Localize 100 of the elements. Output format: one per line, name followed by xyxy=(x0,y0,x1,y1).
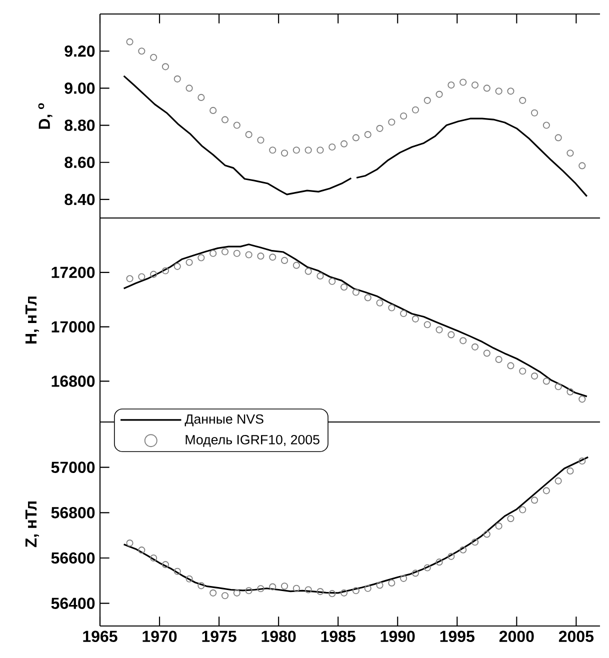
point xyxy=(198,582,205,590)
point xyxy=(448,552,455,560)
point xyxy=(483,530,490,538)
point xyxy=(174,75,181,82)
point xyxy=(269,583,276,590)
point xyxy=(412,570,420,577)
x-tick-label: 2000 xyxy=(499,630,534,642)
point xyxy=(257,136,264,144)
point xyxy=(221,116,229,124)
point xyxy=(186,84,193,92)
point xyxy=(400,310,408,318)
point xyxy=(162,63,170,70)
point xyxy=(578,162,586,170)
point xyxy=(388,579,396,586)
point xyxy=(245,587,252,594)
point xyxy=(388,118,396,126)
point xyxy=(126,38,134,46)
y-tick-label: 8.40 xyxy=(64,194,95,206)
y-tick-label: 56600 xyxy=(51,552,95,564)
point xyxy=(483,350,490,357)
point xyxy=(210,589,217,596)
point xyxy=(138,273,146,280)
y-tick-label: 9.00 xyxy=(64,82,95,94)
x-tick-label: 1985 xyxy=(321,630,356,642)
x-tick-label: 1995 xyxy=(440,630,474,642)
point xyxy=(186,575,193,582)
point xyxy=(507,515,514,522)
y-tick-label: 57000 xyxy=(51,462,95,473)
point xyxy=(519,368,526,375)
y-tick-label: 56400 xyxy=(51,598,95,609)
point xyxy=(495,522,502,530)
point xyxy=(448,82,455,89)
point xyxy=(174,568,181,575)
point xyxy=(460,337,467,344)
point xyxy=(150,54,158,61)
point xyxy=(304,146,312,154)
x-tick-label: 1965 xyxy=(83,630,118,642)
y-axis-title: Z, нТл xyxy=(26,501,39,548)
point xyxy=(400,112,408,120)
point xyxy=(376,299,384,306)
point xyxy=(138,546,146,554)
x-tick-label: 1970 xyxy=(142,630,177,642)
point xyxy=(162,267,170,274)
point xyxy=(364,294,372,302)
point xyxy=(448,331,455,338)
x-tick-label: 2005 xyxy=(558,630,594,642)
point xyxy=(292,146,300,154)
point xyxy=(304,586,312,594)
point xyxy=(221,248,229,256)
point xyxy=(412,106,420,114)
x-tick-label: 1975 xyxy=(202,630,236,642)
point xyxy=(554,134,562,142)
y-axis-title: H, нТл xyxy=(26,296,39,344)
point xyxy=(245,251,252,258)
point xyxy=(352,134,360,142)
point xyxy=(578,396,586,403)
point xyxy=(400,574,408,582)
point xyxy=(530,496,538,504)
point xyxy=(292,262,300,269)
y-tick-label: 17000 xyxy=(52,321,95,332)
point xyxy=(519,506,526,514)
point xyxy=(542,487,550,494)
point xyxy=(210,250,217,257)
point xyxy=(328,590,336,598)
point xyxy=(257,585,264,592)
point xyxy=(495,356,502,363)
point xyxy=(424,564,431,572)
point xyxy=(530,372,538,380)
legend-label: Данные NVS xyxy=(184,414,264,426)
point xyxy=(340,589,348,596)
y-tick-label: 56800 xyxy=(51,507,95,518)
point xyxy=(424,96,431,104)
point xyxy=(150,554,158,562)
point xyxy=(507,88,514,95)
y-tick-label: 8.60 xyxy=(64,156,95,168)
point xyxy=(566,467,574,474)
point xyxy=(221,592,229,600)
point xyxy=(210,106,217,114)
point xyxy=(233,589,240,596)
point xyxy=(388,304,396,312)
point xyxy=(554,477,562,484)
point xyxy=(436,90,443,98)
point xyxy=(507,362,514,370)
point xyxy=(578,457,586,465)
point xyxy=(198,94,205,101)
point xyxy=(269,254,276,261)
point xyxy=(174,262,181,270)
point xyxy=(412,315,420,322)
point xyxy=(328,143,336,151)
point xyxy=(376,124,384,132)
x-tick-label: 1990 xyxy=(380,630,415,642)
point xyxy=(233,250,240,257)
point xyxy=(460,78,467,86)
point xyxy=(554,383,562,390)
point xyxy=(186,258,193,266)
point xyxy=(316,146,324,154)
point xyxy=(304,268,312,275)
point xyxy=(280,582,288,590)
point xyxy=(126,540,134,547)
point xyxy=(138,48,146,55)
